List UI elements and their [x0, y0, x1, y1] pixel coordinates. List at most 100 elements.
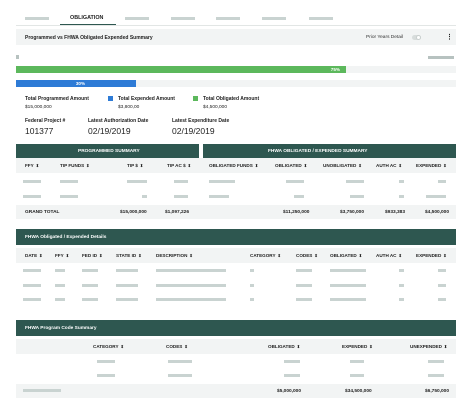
programmed-summary-header — [16, 144, 199, 158]
cell-placeholder — [97, 360, 115, 363]
grand-total-label: GRAND TOTAL — [25, 210, 60, 215]
expended-progress-label: 30% — [75, 81, 86, 86]
legend-expended-value: $3,800,00 — [118, 105, 140, 110]
legend-obligated-value: $4,500,000 — [203, 105, 228, 110]
total-unobligated: $3,750,000 — [340, 210, 365, 215]
fhwa-summary-title: FHWA OBLIGATED / EXPENDED SUMMARY — [268, 149, 368, 154]
toggle-knob — [416, 35, 421, 40]
cell-placeholder — [116, 284, 138, 287]
legend-programmed-label: Total Programmed Amount — [25, 96, 89, 102]
cell-placeholder — [23, 180, 41, 183]
col-obligated[interactable]: OBLIGATED ⬍ — [268, 344, 300, 349]
col-tip-funds[interactable]: TIP FUNDS ⬍ — [60, 163, 90, 168]
cell-placeholder — [350, 374, 364, 377]
summary-col-header-row — [16, 158, 456, 173]
sort-icon: ⬍ — [187, 163, 191, 168]
cell-placeholder — [426, 195, 446, 198]
col-unobligated[interactable]: UNOBLIGATED ⬍ — [323, 163, 362, 168]
sort-icon: ⬍ — [398, 163, 402, 168]
col-auth-ac[interactable]: AUTH AC ⬍ — [376, 253, 402, 258]
col-expended[interactable]: EXPENDED ⬍ — [342, 344, 373, 349]
cell-placeholder — [438, 180, 446, 183]
col-date[interactable]: DATE ⬍ — [25, 253, 43, 258]
total-obligated: $11,250,000 — [283, 210, 310, 215]
sort-icon: ⬍ — [398, 253, 402, 258]
col-category[interactable]: CATEGORY ⬍ — [250, 253, 281, 258]
tab-placeholder-6[interactable] — [309, 17, 333, 20]
col-state-id[interactable]: STATE ID ⬍ — [116, 253, 142, 258]
cell-placeholder — [55, 298, 65, 301]
tab-placeholder-2[interactable] — [125, 17, 149, 20]
program-code-total-row — [16, 384, 456, 398]
tab-obligation[interactable]: OBLIGATION — [70, 15, 104, 21]
col-label: TIP AC $ — [167, 163, 186, 168]
cell-placeholder — [296, 298, 312, 301]
col-tip-dollar[interactable]: TIP $ ⬍ — [127, 163, 143, 168]
kebab-menu-icon[interactable]: ⋮ — [446, 34, 453, 41]
tab-placeholder-3[interactable] — [171, 17, 195, 20]
cell-placeholder — [97, 374, 115, 377]
col-expended[interactable]: EXPENDED ⬍ — [416, 163, 447, 168]
sort-icon: ⬍ — [120, 344, 124, 349]
cell-placeholder — [60, 195, 78, 198]
tab-placeholder-4[interactable] — [216, 17, 240, 20]
cell-placeholder — [399, 284, 404, 287]
total-expended: $34,500,000 — [345, 389, 372, 394]
col-tip-ac[interactable]: TIP AC $ ⬍ — [167, 163, 191, 168]
col-description[interactable]: DESCRIPTION ⬍ — [156, 253, 193, 258]
details-col-header-row — [16, 248, 456, 263]
sort-icon: ⬍ — [303, 163, 308, 168]
prior-years-toggle[interactable] — [412, 35, 421, 40]
cell-placeholder — [399, 269, 404, 272]
legend-obligated-label: Total Obligated Amount — [203, 96, 260, 102]
fhwa-summary-header — [203, 144, 456, 158]
sort-icon: ⬍ — [86, 163, 90, 168]
cell-placeholder — [23, 298, 41, 301]
cell-placeholder — [350, 360, 364, 363]
col-fed-id[interactable]: FED ID ⬍ — [82, 253, 102, 258]
sort-icon: ⬍ — [358, 253, 363, 258]
cell-placeholder — [156, 269, 226, 272]
sort-icon: ⬍ — [358, 163, 362, 168]
sort-icon: ⬍ — [296, 344, 301, 349]
col-label: CATEGORY — [93, 344, 119, 349]
cell-placeholder — [399, 180, 404, 183]
col-auth-ac[interactable]: AUTH AC ⬍ — [376, 163, 402, 168]
cell-placeholder — [23, 195, 41, 198]
cell-placeholder — [174, 180, 188, 183]
col-label: DESCRIPTION — [156, 253, 188, 258]
legend-programmed-value: $15,000,000 — [25, 105, 52, 110]
programmed-summary-title: PROGRAMMED SUMMARY — [78, 149, 140, 154]
sort-icon: ⬍ — [139, 163, 144, 168]
col-codes[interactable]: CODES ⬍ — [296, 253, 318, 258]
cell-placeholder — [428, 374, 444, 377]
cell-placeholder — [346, 180, 364, 183]
tab-placeholder-1[interactable] — [25, 17, 49, 20]
program-code-header — [16, 320, 456, 336]
cell-placeholder — [127, 180, 147, 183]
cell-placeholder — [296, 284, 312, 287]
legend-obligated-swatch — [193, 96, 198, 101]
sort-icon: ⬍ — [138, 253, 142, 258]
col-ffy[interactable]: FFY ⬍ — [55, 253, 69, 258]
grand-total-row — [16, 205, 456, 219]
total-auth-ac: $933,383 — [385, 210, 406, 215]
col-ffy[interactable]: FFY ⬍ — [25, 163, 39, 168]
sort-icon: ⬍ — [35, 163, 40, 168]
col-label: OBLIGATED — [268, 344, 295, 349]
col-obligated-funds[interactable]: OBLIGATED FUNDS ⬍ — [209, 163, 258, 168]
cell-placeholder — [399, 195, 404, 198]
cell-placeholder — [428, 360, 444, 363]
cell-placeholder — [23, 284, 41, 287]
cell-placeholder — [55, 284, 65, 287]
col-obligated[interactable]: OBLIGATED ⬍ — [275, 163, 307, 168]
col-unexpended[interactable]: UNEXPENDED ⬍ — [410, 344, 447, 349]
tab-placeholder-5[interactable] — [262, 17, 286, 20]
col-codes[interactable]: CODES ⬍ — [166, 344, 188, 349]
col-category[interactable]: CATEGORY ⬍ — [93, 344, 124, 349]
cell-placeholder — [250, 269, 254, 272]
cell-placeholder — [284, 374, 300, 377]
col-obligated[interactable]: OBLIGATED ⬍ — [330, 253, 362, 258]
col-expended[interactable]: EXPENDED ⬍ — [416, 253, 447, 258]
col-label: FFY — [25, 163, 34, 168]
